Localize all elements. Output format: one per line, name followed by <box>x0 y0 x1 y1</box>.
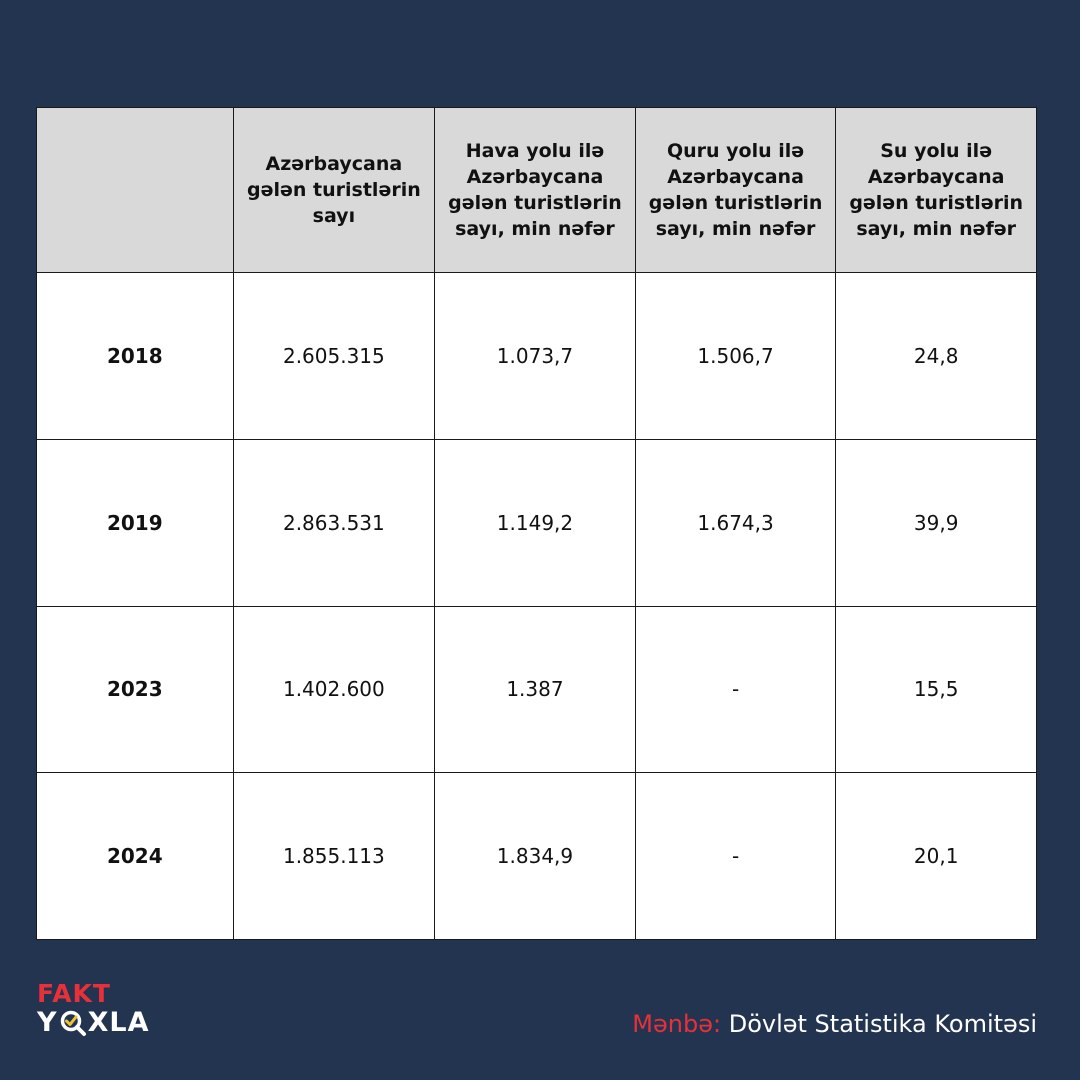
source-text: Dövlət Statistika Komitəsi <box>721 1010 1037 1038</box>
land-cell: - <box>634 772 837 940</box>
header-total-tourists: Azərbaycana gələn turistlərin sayı <box>232 107 436 273</box>
air-cell: 1.149,2 <box>434 438 636 607</box>
total-cell: 1.402.600 <box>232 605 436 774</box>
year-cell: 2019 <box>36 438 234 607</box>
air-cell: 1.387 <box>434 605 636 774</box>
sea-cell: 39,9 <box>835 438 1037 607</box>
total-cell: 1.855.113 <box>232 772 436 940</box>
year-cell: 2023 <box>36 605 234 774</box>
header-land-tourists: Quru yolu ilə Azərbaycana gələn turistlə… <box>634 107 837 273</box>
land-cell: 1.674,3 <box>634 438 837 607</box>
tourist-statistics-table: Azərbaycana gələn turistlərin sayı Hava … <box>36 107 1037 940</box>
sea-cell: 24,8 <box>835 272 1037 440</box>
table-row: 2023 1.402.600 1.387 - 15,5 <box>36 605 1037 774</box>
logo-yoxla-start: Y <box>37 1007 58 1038</box>
table-row: 2018 2.605.315 1.073,7 1.506,7 24,8 <box>36 272 1037 440</box>
table-row: 2024 1.855.113 1.834,9 - 20,1 <box>36 772 1037 940</box>
source-caption: Mənbə: Dövlət Statistika Komitəsi <box>632 1010 1037 1038</box>
land-cell: - <box>634 605 837 774</box>
table-row: 2019 2.863.531 1.149,2 1.674,3 39,9 <box>36 438 1037 607</box>
year-cell: 2018 <box>36 272 234 440</box>
source-label: Mənbə: <box>632 1010 722 1038</box>
logo-fakt-text: FAKT <box>37 979 111 1008</box>
magnifier-check-icon <box>59 1009 87 1037</box>
land-cell: 1.506,7 <box>634 272 837 440</box>
total-cell: 2.605.315 <box>232 272 436 440</box>
header-sea-tourists: Su yolu ilə Azərbaycana gələn turistləri… <box>835 107 1037 273</box>
header-empty-cell <box>36 107 234 273</box>
sea-cell: 15,5 <box>835 605 1037 774</box>
logo-yoxla-end: XLA <box>87 1007 150 1038</box>
air-cell: 1.834,9 <box>434 772 636 940</box>
year-cell: 2024 <box>36 772 234 940</box>
total-cell: 2.863.531 <box>232 438 436 607</box>
logo-yoxla-line: Y XLA <box>37 1008 149 1038</box>
table-header-row: Azərbaycana gələn turistlərin sayı Hava … <box>36 107 1037 273</box>
fakt-yoxla-logo[interactable]: FAKT Y XLA <box>37 980 149 1038</box>
air-cell: 1.073,7 <box>434 272 636 440</box>
header-air-tourists: Hava yolu ilə Azərbaycana gələn turistlə… <box>434 107 636 273</box>
sea-cell: 20,1 <box>835 772 1037 940</box>
